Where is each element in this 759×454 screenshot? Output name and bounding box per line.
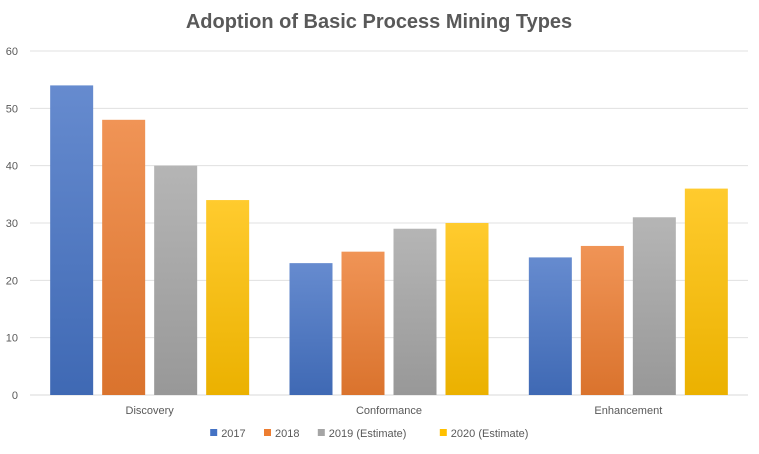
y-tick-label-60: 60 [6,46,18,58]
legend-label-2019-estimate: 2019 (Estimate) [329,428,407,440]
legend-item-2020-estimate: 2020 (Estimate) [439,428,529,440]
legend-swatch-2017 [210,429,218,436]
legend-item-2017: 2017 [210,428,246,440]
x-category-label-enhancement: Enhancement [594,405,662,417]
y-tick-label-10: 10 [6,333,18,345]
y-tick-label-30: 30 [6,218,18,230]
y-tick-label-50: 50 [6,103,18,115]
bar-enhancement-2018 [580,245,624,395]
bar-conformance-2018 [341,251,385,395]
x-axis-categories: Discovery Conformance Enhancement [126,405,663,417]
bars [50,85,728,396]
bar-discovery-2018 [102,119,146,396]
y-axis-ticks: 0 10 20 30 40 50 60 [6,46,18,402]
chart-title: Adoption of Basic Process Mining Types [186,11,572,33]
gridlines [30,50,748,396]
x-category-label-conformance: Conformance [356,405,422,417]
bar-enhancement-2019-estimate [632,217,676,395]
legend-label-2020-estimate: 2020 (Estimate) [451,428,529,440]
legend-swatch-2020-estimate [439,429,447,436]
legend-item-2018: 2018 [264,428,299,440]
bar-enhancement-2017 [528,257,572,395]
y-tick-label-20: 20 [6,275,18,287]
y-tick-label-40: 40 [6,161,18,173]
legend-item-2019-estimate: 2019 (Estimate) [317,428,407,440]
bar-discovery-2019-estimate [154,165,198,395]
y-tick-label-0: 0 [12,390,18,402]
legend-swatch-2018 [264,429,271,436]
bar-conformance-2017 [289,263,333,395]
x-category-label-discovery: Discovery [126,405,175,417]
bar-discovery-2020-estimate [206,200,250,395]
legend: 2017 2018 2019 (Estimate) 2020 (Estimate) [210,428,528,440]
legend-label-2018: 2018 [275,428,299,440]
bar-conformance-2019-estimate [393,228,437,395]
bar-conformance-2020-estimate [445,223,489,395]
bar-enhancement-2020-estimate [684,188,728,395]
legend-swatch-2019-estimate [317,429,325,436]
legend-label-2017: 2017 [221,428,245,440]
bar-discovery-2017 [50,85,94,396]
